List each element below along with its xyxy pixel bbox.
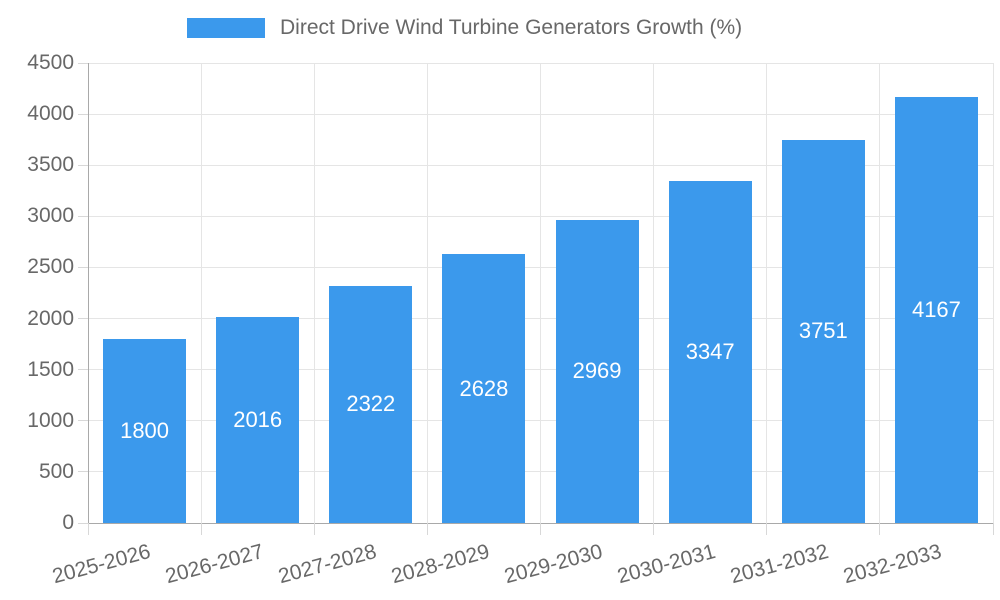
v-gridline xyxy=(766,63,768,523)
bar-value-label: 2016 xyxy=(233,406,283,432)
plot-area: 0 500 1000 1500 2000 2500 3000 3500 4000 4500 1800… xyxy=(27,51,994,588)
v-gridline xyxy=(879,63,881,523)
bar-value-label: 2628 xyxy=(459,375,509,401)
legend: Direct Drive Wind Turbine Generators Gro… xyxy=(187,15,742,41)
y-tick xyxy=(78,266,88,268)
y-axis-line xyxy=(87,63,89,523)
legend-swatch-icon xyxy=(187,18,265,38)
y-tick xyxy=(78,62,88,64)
y-axis-tick-label: 4000 xyxy=(27,102,74,126)
y-tick xyxy=(78,369,88,371)
v-gridline xyxy=(992,63,994,523)
bar-value-label: 4167 xyxy=(911,297,961,323)
v-gridline xyxy=(426,63,428,523)
y-tick xyxy=(78,113,88,115)
bar[interactable] xyxy=(668,180,752,523)
y-axis-tick-label: 1000 xyxy=(27,408,74,432)
x-tick xyxy=(426,523,428,535)
bar[interactable] xyxy=(103,339,187,523)
x-tick xyxy=(879,523,881,535)
v-gridline xyxy=(200,63,202,523)
y-axis-tick-label: 4500 xyxy=(27,51,74,74)
v-gridline xyxy=(653,63,655,523)
y-axis-tick-label: 3000 xyxy=(27,204,74,228)
x-tick xyxy=(540,523,541,535)
bar[interactable] xyxy=(442,254,526,523)
x-tick xyxy=(766,523,768,535)
y-axis-tick-label: 500 xyxy=(38,459,74,483)
y-tick xyxy=(78,215,88,217)
x-tick xyxy=(653,523,655,535)
x-tick xyxy=(87,523,89,535)
y-tick xyxy=(78,318,88,320)
x-tick xyxy=(313,523,315,535)
v-gridline xyxy=(313,63,315,523)
y-axis-tick-label: 1500 xyxy=(27,357,74,381)
bar-value-label: 3347 xyxy=(685,338,735,364)
y-tick xyxy=(78,420,88,422)
bar[interactable] xyxy=(555,219,639,523)
legend-item[interactable]: Direct Drive Wind Turbine Generators Gro… xyxy=(187,15,742,41)
v-gridline xyxy=(540,63,541,523)
bar-value-label: 1800 xyxy=(120,418,170,443)
y-tick xyxy=(78,522,88,524)
legend-label: Direct Drive Wind Turbine Generators Gro… xyxy=(280,16,743,39)
bar-value-label: 3751 xyxy=(798,318,848,344)
x-tick xyxy=(992,523,994,535)
bar[interactable] xyxy=(329,285,413,523)
y-tick xyxy=(78,164,88,166)
y-axis-tick-label: 3500 xyxy=(27,153,74,177)
y-axis-tick-label: 2500 xyxy=(27,255,74,279)
bar-value-label: 2322 xyxy=(346,391,396,417)
y-axis-tick-label: 2000 xyxy=(27,306,74,330)
x-tick xyxy=(200,523,202,535)
bar[interactable] xyxy=(216,316,300,523)
y-axis-tick-label: 0 xyxy=(62,511,74,534)
bar[interactable] xyxy=(894,97,978,523)
bar-value-label: 2969 xyxy=(572,358,622,384)
y-tick xyxy=(78,471,88,473)
bar[interactable] xyxy=(781,139,865,523)
